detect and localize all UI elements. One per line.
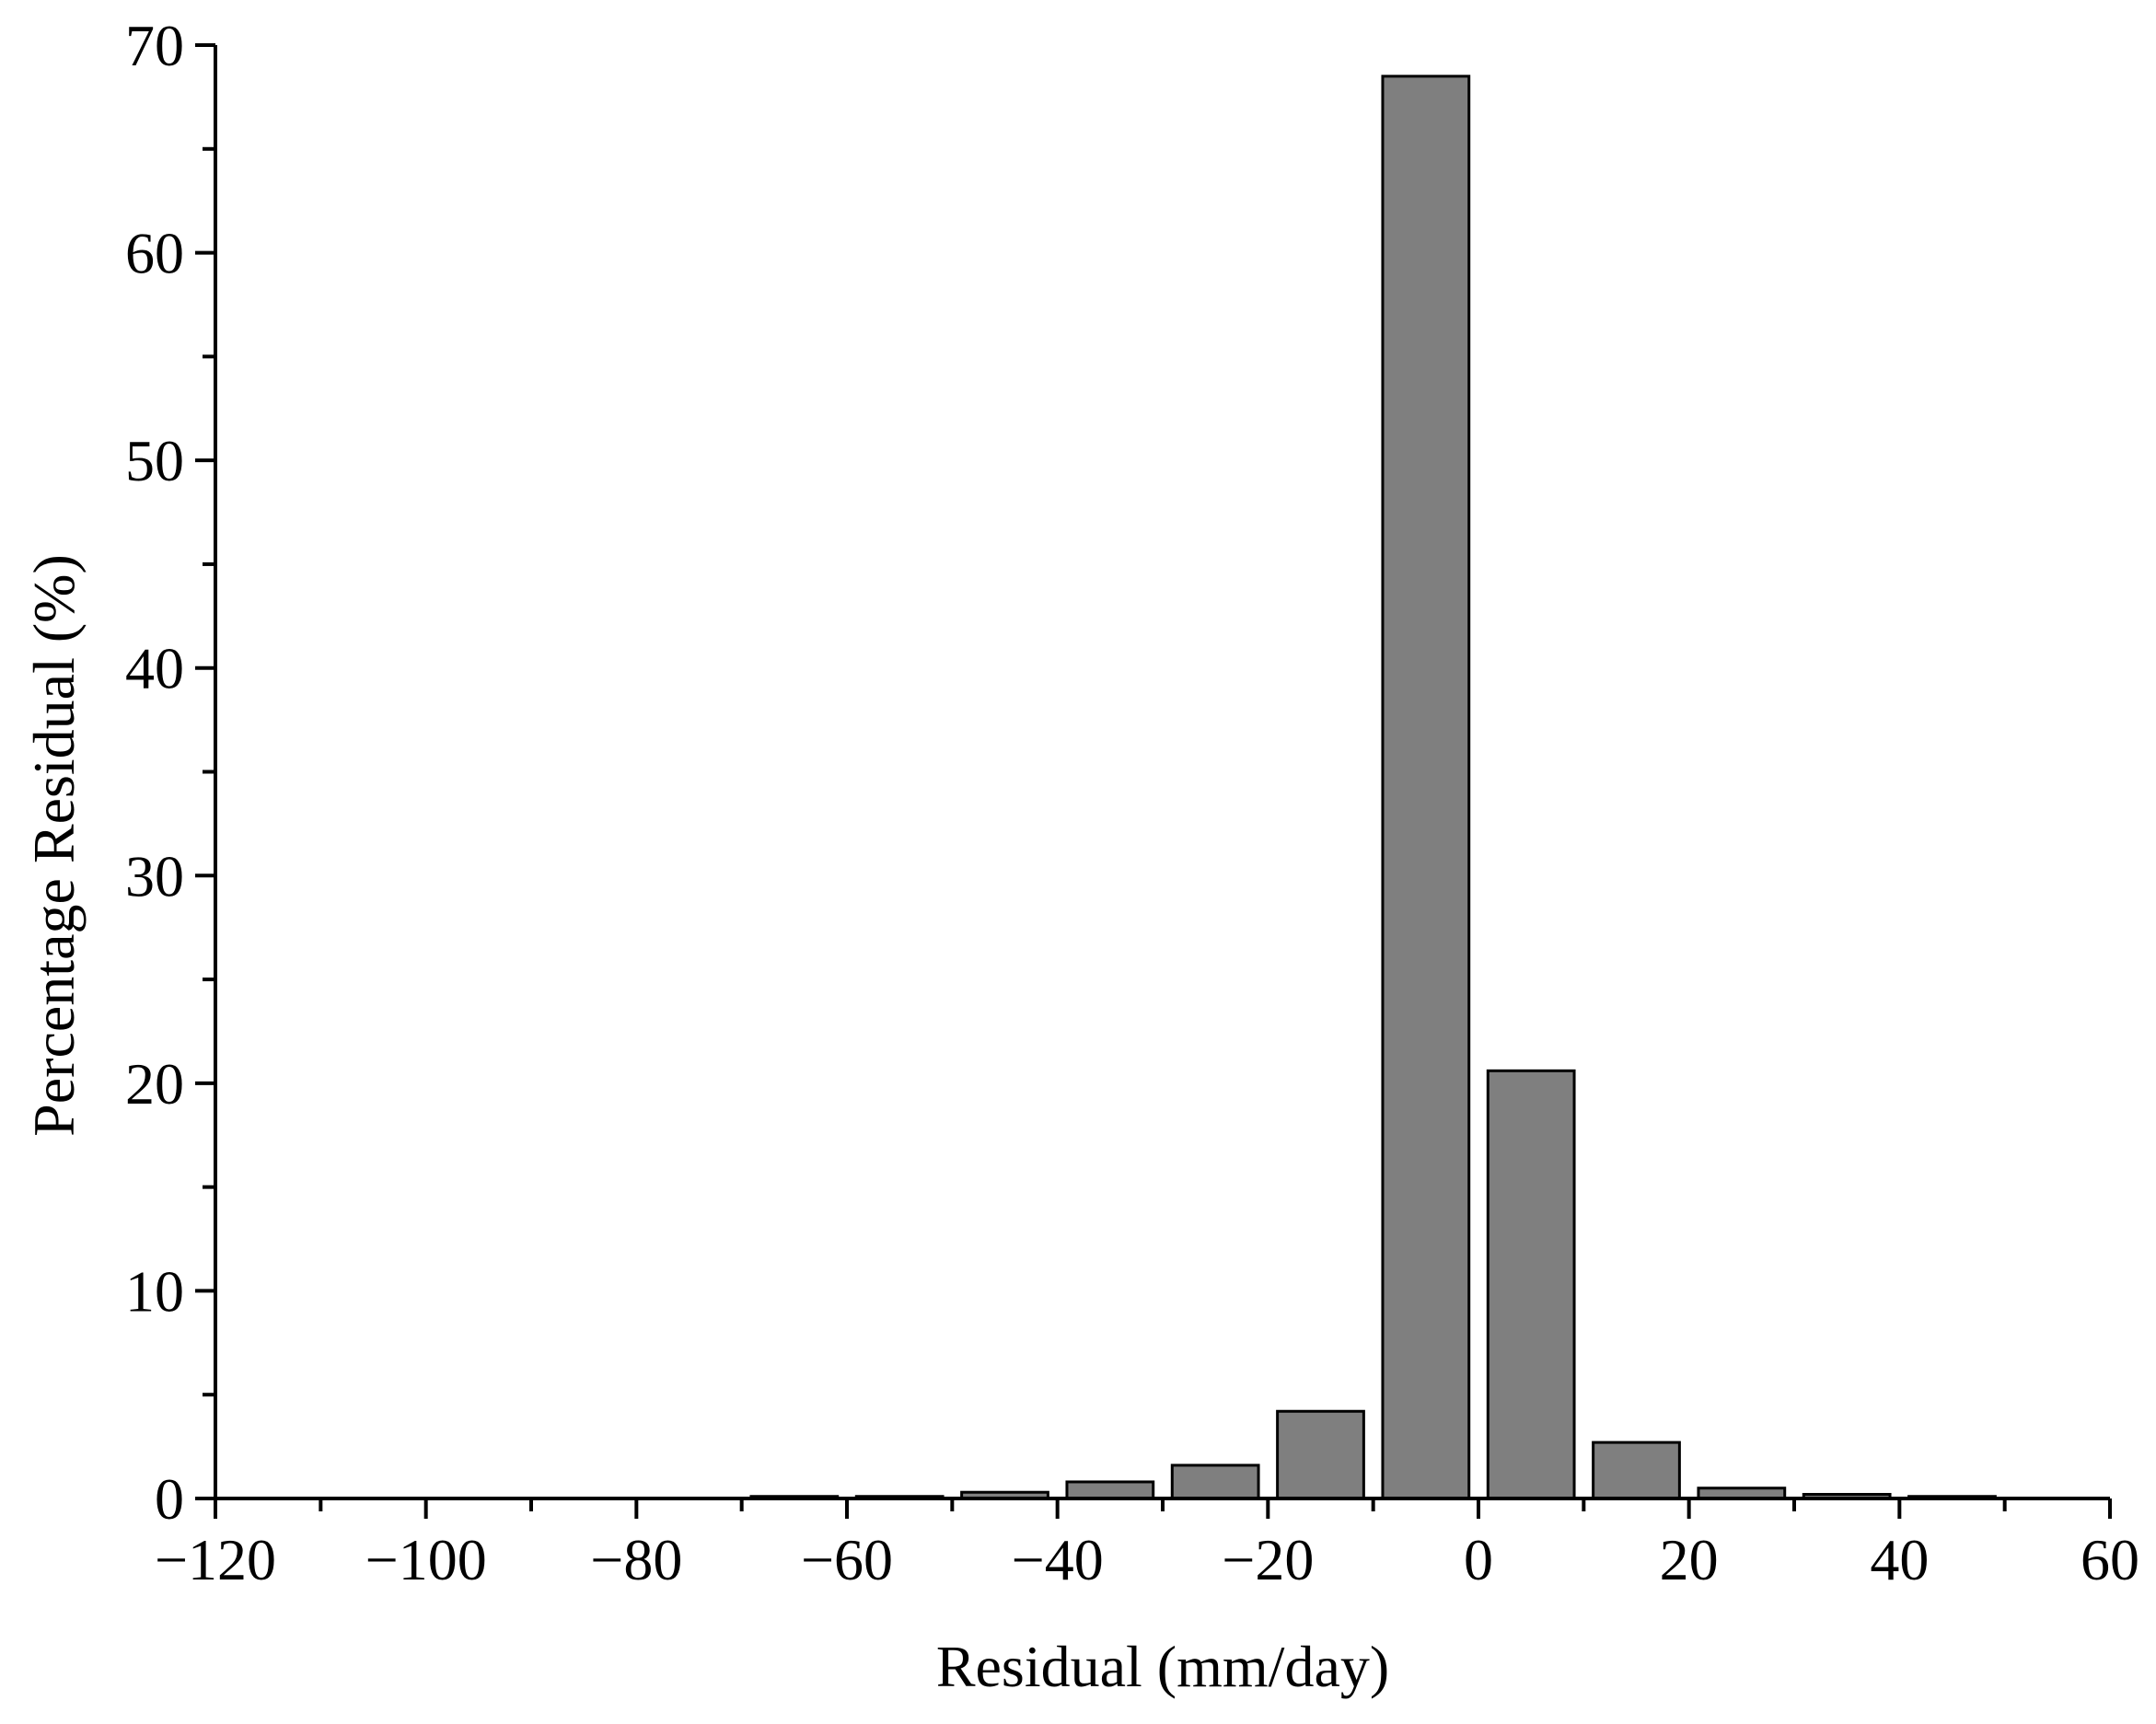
y-tick-label: 50 (125, 428, 184, 493)
x-tick-label: −100 (365, 1527, 487, 1592)
y-tick-label: 30 (125, 843, 184, 908)
x-tick-label: −80 (590, 1527, 682, 1592)
bar-4 (1170, 1464, 1260, 1500)
y-tick-label: 20 (125, 1051, 184, 1117)
y-tick-label: 10 (125, 1258, 184, 1324)
bars-group (749, 75, 1997, 1500)
y-axis-title: Percentage Residual (%) (21, 554, 87, 1137)
x-tick-label: −60 (801, 1527, 893, 1592)
x-tick-label: 0 (1464, 1527, 1493, 1592)
y-ticks-group: 0 10 20 30 40 50 60 70 (125, 13, 215, 1532)
axes-group (214, 45, 2110, 1500)
bar-6 (1381, 75, 1471, 1500)
y-tick-label: 0 (155, 1466, 184, 1532)
x-tick-label: 60 (2081, 1527, 2139, 1592)
bar-7 (1486, 1069, 1576, 1500)
x-ticks-group: −120 −100 −80 −60 −40 −20 0 20 40 60 (155, 1498, 2139, 1592)
x-tick-label: 20 (1660, 1527, 1719, 1592)
y-tick-label: 70 (125, 13, 184, 78)
bar-3 (1065, 1480, 1155, 1500)
bar-5 (1276, 1409, 1365, 1500)
bar-8 (1592, 1441, 1681, 1500)
y-tick-label: 60 (125, 221, 184, 286)
x-axis-title: Residual (mm/day) (936, 1634, 1389, 1699)
y-tick-label: 40 (125, 636, 184, 701)
x-tick-label: 40 (1870, 1527, 1929, 1592)
x-tick-label: −40 (1012, 1527, 1104, 1592)
x-tick-label: −20 (1222, 1527, 1314, 1592)
x-tick-label: −120 (155, 1527, 276, 1592)
